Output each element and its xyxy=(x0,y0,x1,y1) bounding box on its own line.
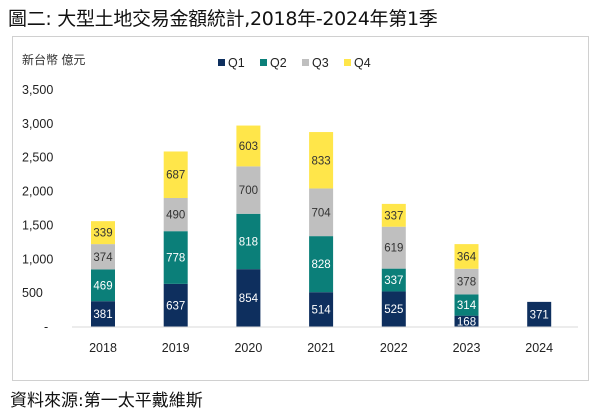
data-label: 525 xyxy=(384,304,403,316)
bar-q2-2023 xyxy=(454,294,479,316)
data-label: 514 xyxy=(312,305,332,317)
bar-q1-2021 xyxy=(309,292,334,327)
y-tick-label: 3,500 xyxy=(22,83,53,97)
data-label: 469 xyxy=(93,280,112,292)
y-tick-label: 500 xyxy=(22,286,43,300)
bar-q3-2022 xyxy=(381,226,406,269)
legend-swatch-q2 xyxy=(260,59,267,66)
data-label: 704 xyxy=(312,207,332,219)
y-tick-label: 1,000 xyxy=(22,252,53,266)
bar-q4-2021 xyxy=(309,132,334,189)
bar-q2-2020 xyxy=(236,213,261,270)
bar-q2-2021 xyxy=(309,236,334,293)
bar-q3-2021 xyxy=(309,188,334,237)
x-tick-label: 2022 xyxy=(380,341,408,355)
bar-q1-2019 xyxy=(163,283,188,327)
data-label: 381 xyxy=(93,309,112,321)
figure-title: 圖二: 大型土地交易金額統計,2018年-2024年第1季 xyxy=(8,8,438,30)
bar-q4-2019 xyxy=(163,151,188,199)
bar-q1-2024 xyxy=(527,301,552,327)
y-axis-label: 新台幣 億元 xyxy=(22,52,85,67)
legend-label-q4: Q4 xyxy=(354,56,371,70)
bar-q4-2023 xyxy=(454,244,479,269)
data-label: 687 xyxy=(166,170,185,182)
data-label: 337 xyxy=(384,210,403,222)
x-tick-label: 2023 xyxy=(453,341,481,355)
data-label: 339 xyxy=(93,228,112,240)
data-label: 364 xyxy=(457,251,477,263)
legend-swatch-q3 xyxy=(302,59,309,66)
bar-q2-2018 xyxy=(91,269,115,302)
bar-q4-2018 xyxy=(91,221,115,245)
bar-q3-2020 xyxy=(236,166,261,214)
data-label: 854 xyxy=(239,293,259,305)
legend-label-q2: Q2 xyxy=(270,56,287,70)
data-label: 337 xyxy=(384,275,403,287)
data-label: 314 xyxy=(457,300,477,312)
bar-q3-2018 xyxy=(91,244,115,270)
data-label: 374 xyxy=(93,252,113,264)
data-label: 490 xyxy=(166,210,185,222)
y-tick-label: - xyxy=(44,320,48,334)
data-label: 828 xyxy=(312,259,331,271)
data-label: 603 xyxy=(239,141,258,153)
data-label: 778 xyxy=(166,253,185,265)
data-label: 619 xyxy=(384,243,403,255)
bar-q2-2019 xyxy=(163,231,188,284)
x-tick-label: 2021 xyxy=(307,341,335,355)
x-tick-label: 2019 xyxy=(162,341,190,355)
source-note: 資料來源:第一太平戴維斯 xyxy=(10,391,203,411)
bar-q1-2022 xyxy=(381,291,406,327)
y-tick-label: 2,000 xyxy=(22,185,53,199)
y-tick-label: 3,000 xyxy=(22,117,53,131)
bar-q2-2022 xyxy=(381,268,406,292)
data-label: 700 xyxy=(239,185,258,197)
y-tick-label: 2,500 xyxy=(22,151,53,165)
legend-label-q1: Q1 xyxy=(228,56,245,70)
y-tick-label: 1,500 xyxy=(22,218,53,232)
legend-swatch-q1 xyxy=(218,59,225,66)
data-label: 371 xyxy=(530,309,549,321)
chart-frame xyxy=(12,36,589,381)
x-tick-label: 2024 xyxy=(525,341,553,355)
data-label: 168 xyxy=(457,316,476,328)
data-label: 378 xyxy=(457,277,476,289)
x-tick-label: 2018 xyxy=(89,341,117,355)
data-label: 833 xyxy=(312,155,331,167)
bar-q1-2020 xyxy=(236,269,261,327)
x-tick-label: 2020 xyxy=(234,341,262,355)
bar-q1-2023 xyxy=(454,315,479,327)
bar-q4-2020 xyxy=(236,125,261,167)
legend-label-q3: Q3 xyxy=(312,56,329,70)
bar-q3-2019 xyxy=(163,198,188,232)
bar-q3-2023 xyxy=(454,268,479,295)
data-label: 637 xyxy=(166,300,185,312)
legend-swatch-q4 xyxy=(344,59,351,66)
data-label: 818 xyxy=(239,236,258,248)
bar-q1-2018 xyxy=(91,301,115,327)
bar-q4-2022 xyxy=(381,203,406,227)
